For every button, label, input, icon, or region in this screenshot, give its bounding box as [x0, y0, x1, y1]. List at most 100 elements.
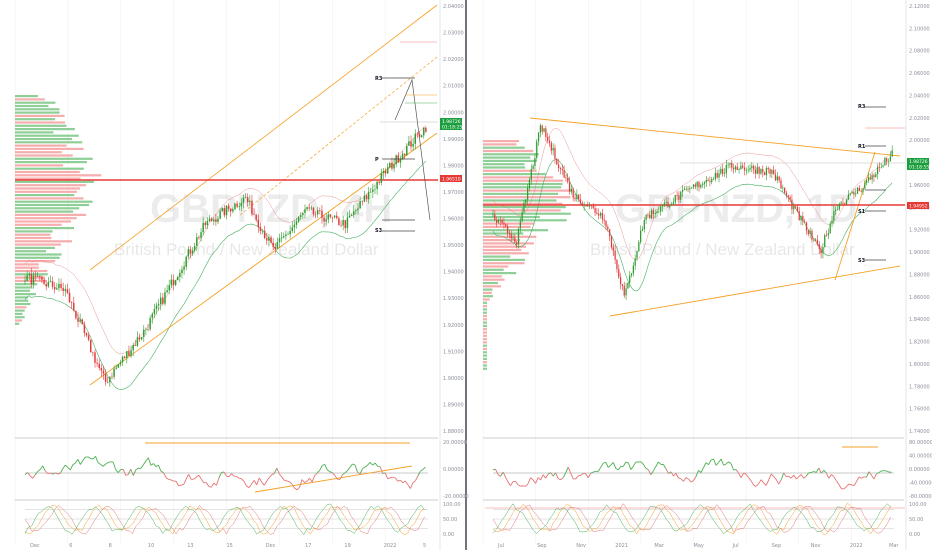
candle-body — [881, 167, 882, 168]
candle-body — [598, 214, 599, 216]
left-price-badge-red: 1.96510 — [440, 175, 462, 183]
candle-body — [542, 126, 543, 132]
candle-body — [400, 159, 401, 163]
time-tick-label: Sep — [772, 543, 781, 549]
candle-body — [260, 227, 261, 231]
candle-body — [328, 214, 329, 219]
volume-profile-bar — [483, 328, 487, 330]
candle-body — [802, 216, 803, 221]
candle-body — [837, 209, 838, 210]
candle-body — [744, 168, 745, 171]
volume-profile-bar — [15, 108, 59, 110]
candle-body — [376, 182, 377, 189]
volume-profile-bar — [15, 158, 93, 160]
volume-profile-bar — [15, 214, 86, 216]
candle-body — [283, 236, 284, 237]
volume-profile-bar — [483, 361, 487, 363]
candle-body — [609, 229, 610, 236]
volume-profile-bar — [15, 224, 62, 226]
candle-body — [789, 197, 790, 199]
candle-body — [147, 329, 148, 330]
volume-profile-bar — [15, 240, 72, 242]
price-tick-label: 2.06000 — [909, 71, 930, 77]
candle-body — [523, 203, 524, 212]
candle-body — [393, 164, 394, 168]
candle-body — [563, 170, 564, 177]
volume-profile-bar — [483, 183, 562, 185]
volume-profile-bar — [483, 275, 502, 277]
candle-body — [879, 167, 880, 168]
candle-body — [813, 240, 814, 241]
candle-body — [618, 269, 619, 277]
candle-body — [279, 238, 280, 242]
candle-body — [302, 213, 303, 215]
candle-body — [875, 174, 876, 177]
price-tick-label: 1.80000 — [909, 362, 930, 368]
price-tick-label: 1.74000 — [909, 429, 930, 435]
candle-body — [859, 188, 860, 191]
candle-body — [266, 238, 267, 240]
candle-body — [811, 231, 812, 240]
candle-body — [381, 173, 382, 183]
volume-profile-bar — [483, 150, 533, 152]
candle-body — [600, 213, 601, 215]
time-tick-label: Dec — [266, 543, 276, 549]
volume-profile-bar — [15, 313, 22, 315]
oscillator-segment — [221, 472, 224, 473]
candle-body — [321, 211, 322, 218]
candle-body — [662, 205, 663, 207]
volume-profile-bar — [483, 348, 487, 350]
candle-body — [689, 188, 690, 189]
volume-profile-bar — [15, 184, 86, 186]
candle-body — [264, 231, 265, 238]
candle-body — [877, 167, 878, 174]
candle-body — [649, 215, 650, 218]
volume-profile-bar — [15, 112, 60, 114]
candle-body — [166, 290, 167, 292]
oscillator-tick-label: 0.00000 — [443, 467, 464, 473]
volume-profile-bar — [483, 153, 539, 155]
volume-profile-bar — [483, 173, 546, 175]
volume-profile-bar — [483, 325, 487, 327]
oscillator-tick-label: -40.00000 — [909, 481, 932, 487]
candle-body — [207, 221, 208, 225]
volume-profile-bar — [15, 95, 38, 97]
price-tick-label: 2.08000 — [909, 49, 930, 55]
volume-profile-bar — [483, 193, 558, 195]
candle-body — [726, 165, 727, 173]
price-tick-label: 2.02000 — [443, 57, 464, 63]
volume-profile-bar — [15, 237, 51, 239]
candle-body — [26, 276, 27, 281]
candle-body — [317, 210, 318, 214]
candle-body — [37, 276, 38, 277]
candle-body — [149, 318, 150, 329]
candle-body — [402, 154, 403, 159]
candle-body — [576, 195, 577, 200]
candle-body — [706, 180, 707, 183]
candle-body — [835, 210, 836, 211]
candle-body — [39, 276, 40, 277]
candle-body — [107, 382, 108, 383]
candle-body — [799, 211, 800, 220]
candle-body — [492, 215, 493, 216]
candle-body — [647, 215, 648, 216]
candle-body — [77, 318, 78, 322]
volume-profile-bar — [483, 308, 487, 310]
volume-profile-bar — [483, 282, 498, 284]
candle-body — [753, 166, 754, 170]
volume-profile-bar — [15, 168, 84, 170]
candle-body — [755, 170, 756, 174]
candle-body — [496, 220, 497, 223]
candle-body — [298, 217, 299, 221]
time-tick-label: Jul — [497, 543, 504, 549]
candle-body — [620, 277, 621, 284]
volume-profile-bar — [15, 303, 30, 305]
candle-body — [839, 204, 840, 210]
volume-profile-bar — [483, 176, 553, 178]
candle-body — [73, 303, 74, 311]
candle-body — [658, 211, 659, 212]
candle-body — [215, 219, 216, 221]
candle-body — [848, 194, 849, 199]
candle-body — [760, 169, 761, 174]
candle-body — [667, 202, 668, 208]
